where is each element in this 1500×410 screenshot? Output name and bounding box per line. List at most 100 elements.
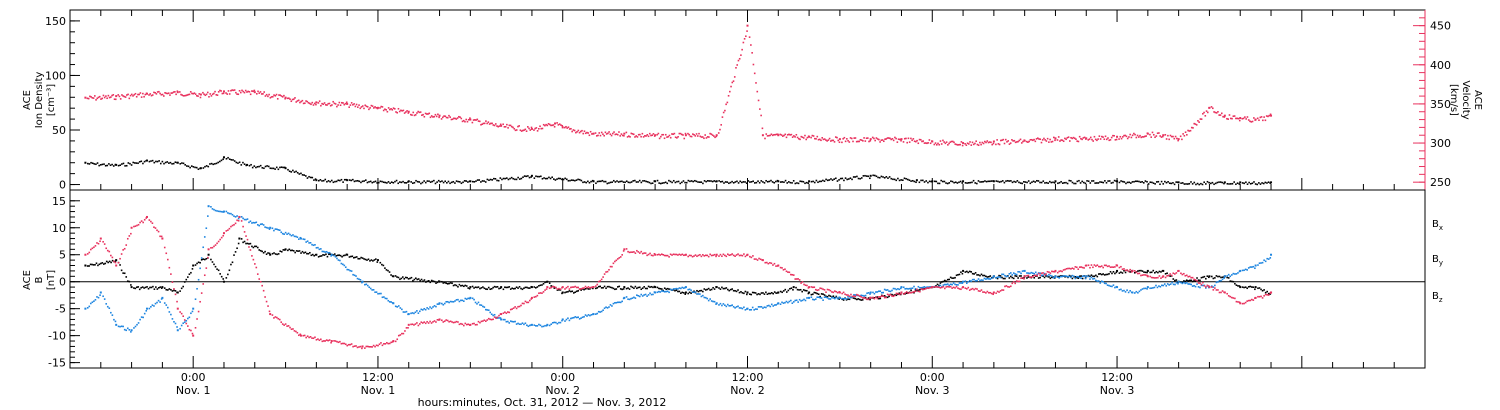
density-series-dot <box>750 181 753 183</box>
by-series-dot <box>765 306 767 309</box>
bz-series-dot <box>608 268 610 271</box>
bx-series-dot <box>1043 276 1046 279</box>
bx-series-dot <box>1080 275 1082 277</box>
bz-series-dot <box>764 261 767 264</box>
by-series-dot <box>139 318 141 321</box>
by-series-dot <box>699 293 701 295</box>
velocity-series-dot <box>368 108 370 111</box>
by-series-dot <box>111 314 114 316</box>
velocity-series-dot <box>609 133 612 136</box>
velocity-series-dot <box>170 92 172 94</box>
velocity-series-dot <box>232 89 235 92</box>
density-series-point <box>84 161 87 164</box>
velocity-series-dot <box>1231 117 1233 120</box>
bx-series-dot <box>567 290 569 293</box>
by-series-dot <box>482 305 484 308</box>
by-series-point <box>777 302 780 305</box>
bz-series-dot <box>825 291 827 294</box>
velocity-series-dot <box>513 127 516 130</box>
bx-series-dot <box>577 290 579 292</box>
velocity-series-dot <box>292 98 295 100</box>
density-series-dot <box>389 182 391 184</box>
by-series-dot <box>461 299 464 302</box>
density-series-dot <box>621 180 623 183</box>
bz-series-dot <box>638 252 641 254</box>
by-series-point <box>530 323 533 326</box>
density-series-dot <box>142 162 144 165</box>
by-series-point <box>176 329 179 332</box>
velocity-series-dot <box>198 93 201 95</box>
bz-series-dot <box>168 266 171 269</box>
velocity-series-dot <box>114 98 117 101</box>
bx-series-dot <box>842 299 845 301</box>
velocity-series-dot <box>1012 140 1014 142</box>
velocity-series-dot <box>278 94 280 96</box>
bx-series-dot <box>1099 273 1102 275</box>
by-series-dot <box>1244 268 1247 271</box>
velocity-series-dot <box>343 103 346 106</box>
velocity-series-dot <box>523 129 525 131</box>
by-series-point <box>992 275 995 278</box>
by-series-dot <box>542 325 545 328</box>
density-series-dot <box>1018 181 1020 184</box>
x-axis-label: hours:minutes, Oct. 31, 2012 — Nov. 3, 2… <box>418 396 667 409</box>
density-series-dot <box>499 177 502 179</box>
bz-series-dot <box>429 320 431 323</box>
by-series-dot <box>584 314 587 316</box>
velocity-series-dot <box>642 136 645 138</box>
bx-series-dot <box>966 270 968 273</box>
density-series-dot <box>925 180 928 182</box>
density-series-dot <box>225 157 228 160</box>
velocity-series-dot <box>247 90 249 93</box>
velocity-series-dot <box>237 93 240 96</box>
bx-series-dot <box>114 260 117 262</box>
density-series-dot <box>527 175 529 177</box>
by-series-dot <box>383 296 385 298</box>
bx-series-dot <box>898 292 901 294</box>
bx-series-dot <box>273 252 275 254</box>
velocity-series-dot <box>597 134 599 137</box>
velocity-series-dot <box>735 66 737 69</box>
by-series-dot <box>876 291 879 293</box>
bx-series-dot <box>770 292 773 294</box>
velocity-series-dot <box>438 116 440 119</box>
bx-series-dot <box>697 290 700 293</box>
density-series-dot <box>214 163 216 165</box>
x-tick-label-date: Nov. 2 <box>545 384 580 397</box>
bz-series-dot <box>829 289 832 292</box>
by-series-dot <box>1230 274 1233 276</box>
bz-series-dot <box>1193 278 1195 281</box>
bx-series-dot <box>696 289 698 292</box>
bz-series-point <box>838 291 841 294</box>
by-series-dot <box>199 267 201 270</box>
bz-series-dot <box>875 296 877 299</box>
bx-series-dot <box>1048 276 1050 278</box>
bx-series-dot <box>734 290 736 292</box>
bz-series-dot <box>894 294 896 297</box>
density-series-dot <box>817 181 819 184</box>
bz-series-dot <box>1023 277 1025 280</box>
bz-series-dot <box>1230 296 1233 299</box>
velocity-series-dot <box>317 102 320 104</box>
velocity-series-dot <box>280 95 283 97</box>
density-series-dot <box>300 172 302 175</box>
density-series-dot <box>995 180 998 182</box>
bz-series-dot <box>1056 271 1059 274</box>
velocity-series-dot <box>1123 134 1125 137</box>
by-series-dot <box>544 324 546 327</box>
by-series-dot <box>114 320 117 323</box>
by-series-point <box>1116 286 1119 289</box>
velocity-series-dot <box>784 133 787 136</box>
bx-series-dot <box>498 287 500 290</box>
density-series-dot <box>661 182 664 184</box>
density-series-dot <box>658 182 660 184</box>
bz-series-dot <box>1238 301 1241 304</box>
bx-series-dot <box>430 279 433 282</box>
density-series-dot <box>897 177 899 180</box>
by-series-dot <box>508 322 511 324</box>
velocity-series-dot <box>1032 139 1034 142</box>
bx-series-dot <box>634 285 637 288</box>
density-series-dot <box>111 163 113 166</box>
density-series-dot <box>600 180 602 183</box>
density-series-dot <box>590 180 592 183</box>
